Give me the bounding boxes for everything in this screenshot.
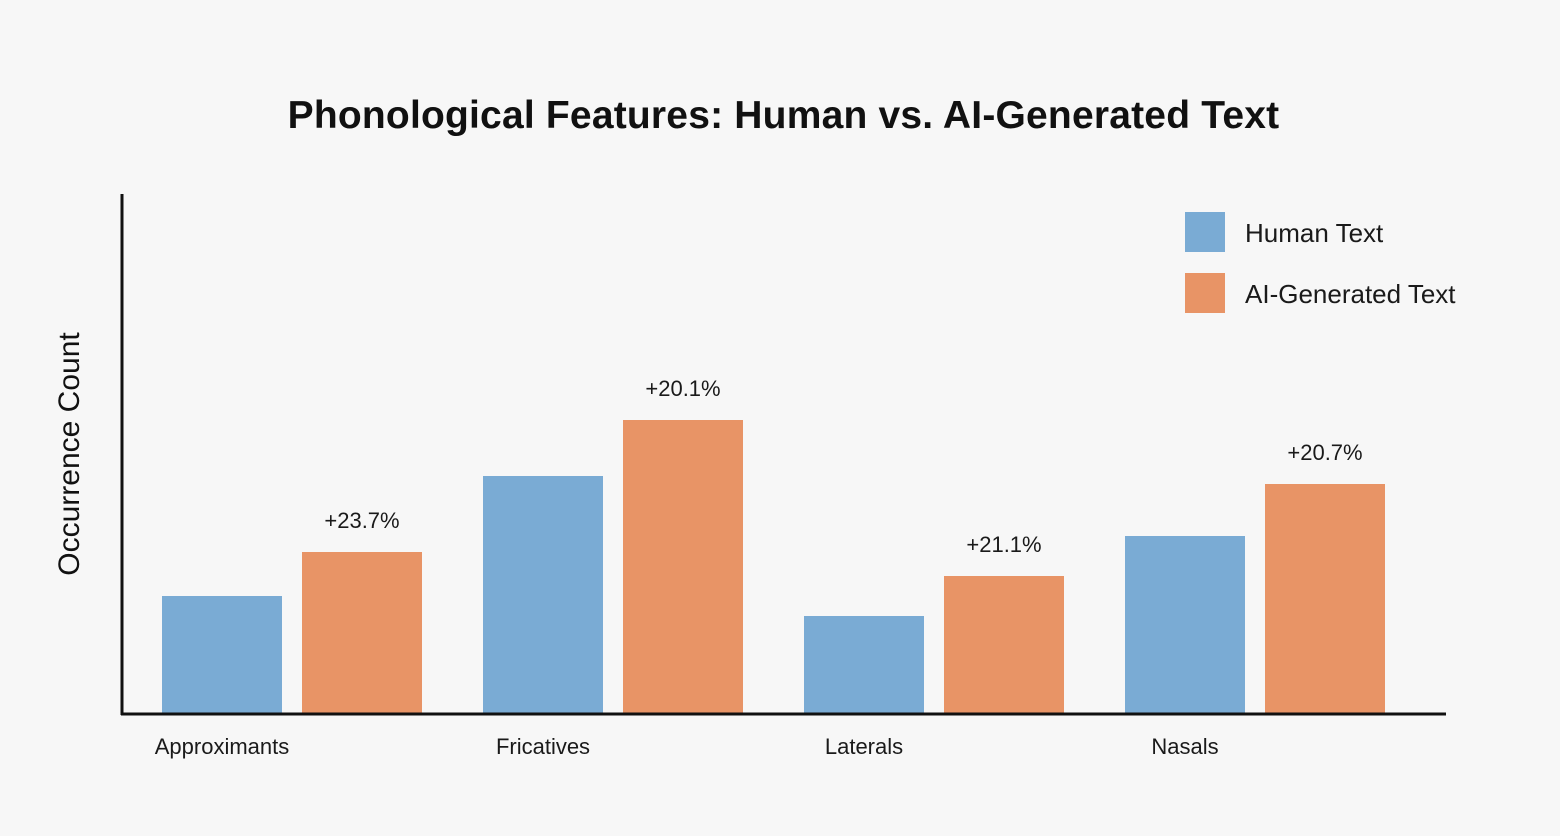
annotation-approximants: +23.7%: [324, 508, 399, 533]
x-tick-label-approximants: Approximants: [155, 734, 290, 759]
bar-human-laterals: [804, 616, 924, 714]
bar-ai-approximants: [302, 552, 422, 714]
chart-title: Phonological Features: Human vs. AI-Gene…: [287, 94, 1280, 137]
x-tick-labels-group: Approximants Fricatives Laterals Nasals: [155, 734, 1219, 759]
x-tick-label-fricatives: Fricatives: [496, 734, 590, 759]
annotation-laterals: +21.1%: [966, 532, 1041, 557]
bars-group: [162, 420, 1385, 714]
bar-ai-fricatives: [623, 420, 743, 714]
annotations-group: +23.7% +20.1% +21.1% +20.7%: [324, 376, 1362, 557]
legend-item-human: Human Text: [1185, 212, 1515, 252]
annotation-fricatives: +20.1%: [645, 376, 720, 401]
x-tick-label-laterals: Laterals: [825, 734, 903, 759]
legend-label-ai: AI-Generated Text: [1245, 279, 1456, 309]
legend-swatch-ai: [1185, 273, 1225, 313]
x-tick-label-nasals: Nasals: [1151, 734, 1218, 759]
bar-human-nasals: [1125, 536, 1245, 714]
bar-human-fricatives: [483, 476, 603, 714]
bar-ai-nasals: [1265, 484, 1385, 714]
legend-label-human: Human Text: [1245, 218, 1384, 248]
legend-item-ai: AI-Generated Text: [1185, 273, 1515, 313]
bar-human-approximants: [162, 596, 282, 714]
legend-swatch-human: [1185, 212, 1225, 252]
bar-ai-laterals: [944, 576, 1064, 714]
annotation-nasals: +20.7%: [1287, 440, 1362, 465]
